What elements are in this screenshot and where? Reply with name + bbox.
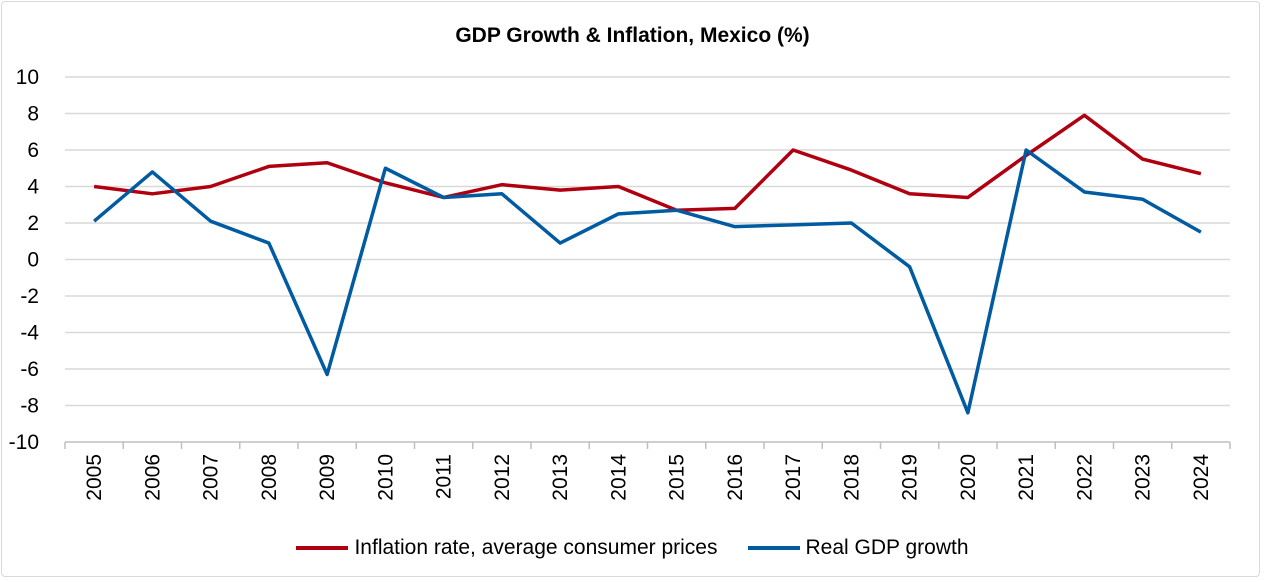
x-tick-label: 2020 [957, 454, 980, 501]
x-tick-label: 2011 [433, 454, 456, 499]
y-tick-label: -6 [20, 358, 39, 381]
x-tick-label: 2012 [491, 454, 514, 501]
x-tick-label: 2023 [1132, 454, 1155, 501]
x-tick-label: 2006 [141, 454, 164, 501]
y-tick-label: 10 [16, 66, 39, 89]
x-tick-label: 2019 [899, 454, 922, 501]
x-tick-label: 2016 [724, 454, 747, 501]
x-tick-label: 2014 [607, 454, 630, 501]
y-tick-label: 4 [27, 176, 39, 199]
legend-swatch-inflation [296, 546, 349, 550]
legend-label-gdp: Real GDP growth [805, 536, 969, 559]
x-tick-label: 2024 [1190, 454, 1213, 501]
x-tick-label: 2007 [200, 454, 223, 501]
y-tick-label: 0 [27, 249, 39, 272]
x-tick-label: 2015 [666, 454, 689, 501]
legend: Inflation rate, average consumer prices … [0, 536, 1265, 560]
gdp-growth-line [92, 148, 1202, 415]
legend-item-inflation: Inflation rate, average consumer prices [296, 536, 718, 560]
x-tick-label: 2021 [1015, 454, 1038, 501]
x-tick-label: 2013 [549, 454, 572, 501]
y-tick-label: 6 [27, 139, 39, 162]
x-tick-label: 2010 [374, 454, 397, 501]
legend-swatch-gdp [747, 546, 800, 550]
x-tick-label: 2018 [840, 454, 863, 501]
x-tick-label: 2022 [1073, 454, 1096, 501]
y-tick-label: -4 [20, 322, 39, 345]
legend-label-inflation: Inflation rate, average consumer prices [354, 536, 718, 559]
y-tick-label: -10 [9, 431, 39, 454]
y-tick-label: -2 [20, 285, 39, 308]
x-tick-label: 2005 [83, 454, 106, 501]
y-tick-label: 8 [27, 103, 39, 126]
y-tick-label: -8 [20, 395, 39, 418]
x-tick-label: 2008 [258, 454, 281, 501]
y-tick-label: 2 [27, 212, 39, 235]
x-tick-label: 2009 [316, 454, 339, 501]
inflation-line [93, 113, 1202, 212]
x-tick-label: 2017 [782, 454, 805, 501]
chart-title: GDP Growth & Inflation, Mexico (%) [455, 24, 810, 47]
legend-item-gdp: Real GDP growth [747, 536, 969, 560]
